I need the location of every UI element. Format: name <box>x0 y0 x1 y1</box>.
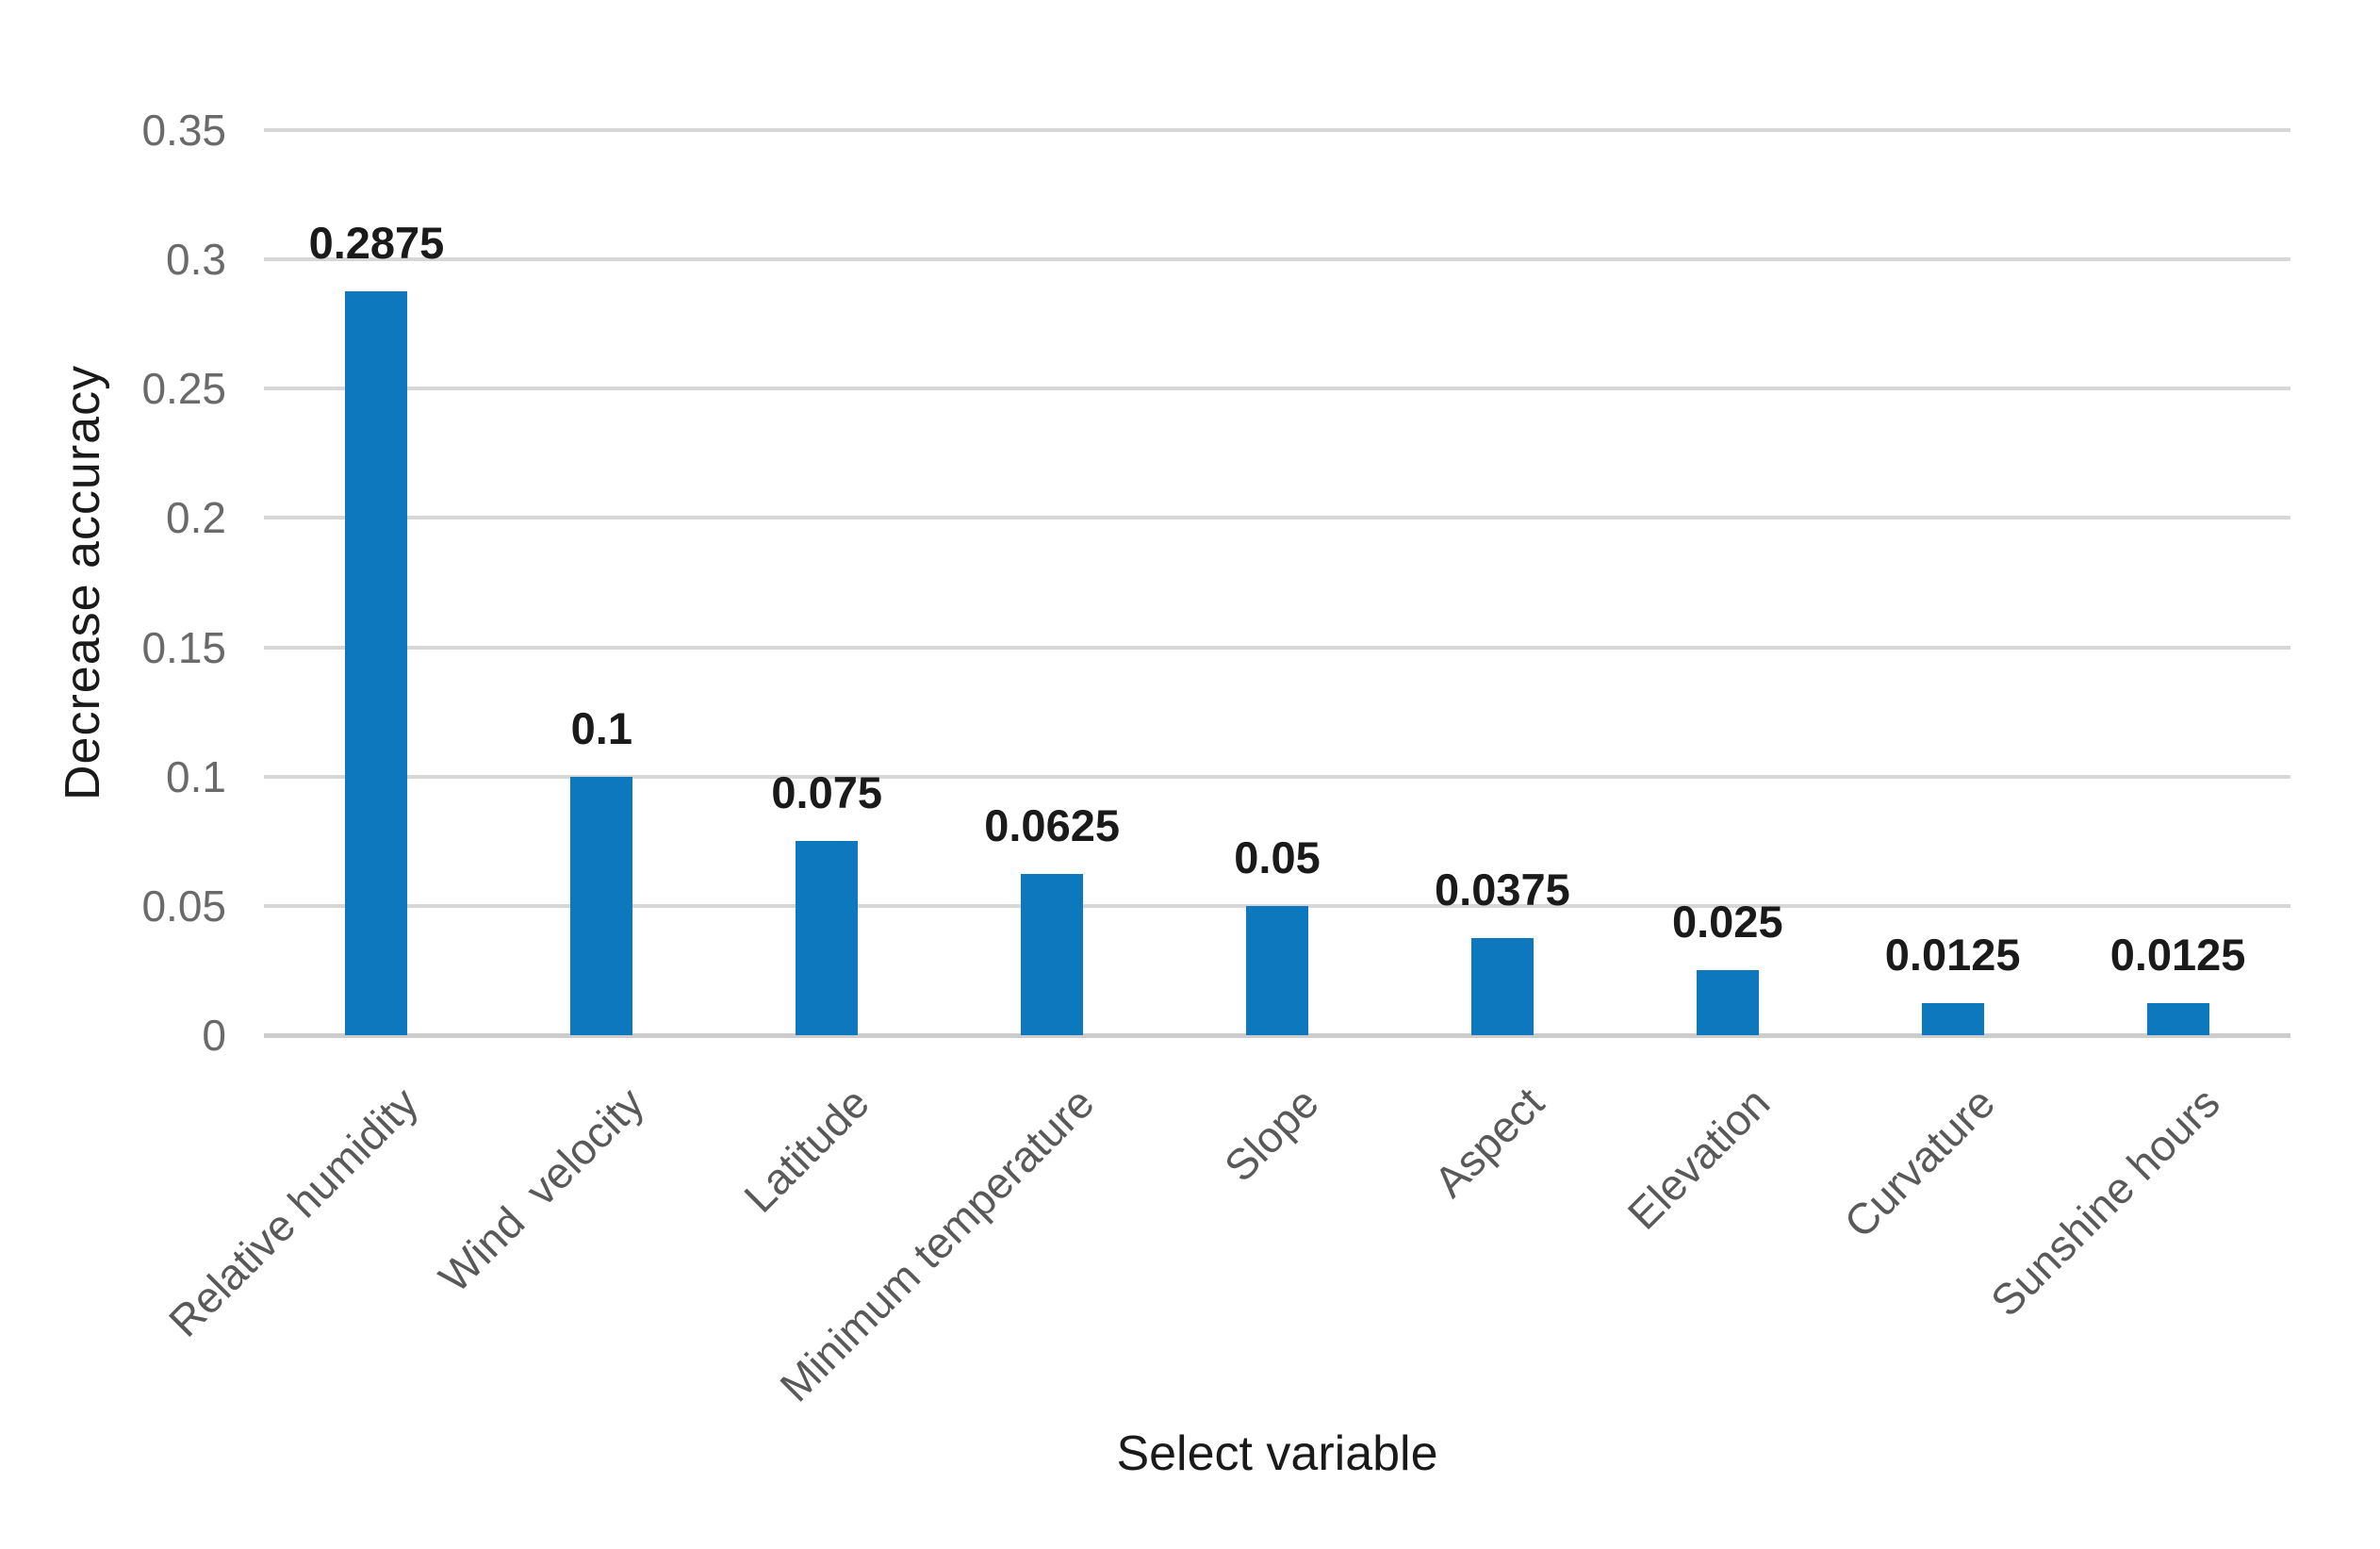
gridline <box>264 774 2290 779</box>
data-label: 0.0625 <box>984 799 1120 850</box>
bar-slot: 0.0125 <box>2065 130 2290 1035</box>
bar-elevation <box>1696 970 1759 1035</box>
gridline <box>264 516 2290 520</box>
category-slot: Elevation <box>1615 1035 1840 1441</box>
data-label: 0.025 <box>1671 897 1783 948</box>
gridline <box>264 128 2290 132</box>
bar-wind-velocity <box>570 776 633 1035</box>
category-label: Slope <box>1215 1078 1329 1192</box>
bar-curvature <box>1921 1002 1984 1035</box>
bars-layer: 0.2875 0.1 0.075 0.0625 0.05 0.0375 0.025 0.012… <box>264 130 2290 1035</box>
data-label: 0.075 <box>771 767 883 818</box>
bar-minimum-temperature <box>1021 873 1084 1035</box>
bar-slot: 0.0375 <box>1389 130 1615 1035</box>
data-label: 0.2875 <box>308 218 445 269</box>
y-tick-label: 0.25 <box>141 364 226 414</box>
data-label: 0.1 <box>570 702 632 753</box>
bar-aspect <box>1470 938 1534 1035</box>
y-tick-label: 0.05 <box>141 881 226 931</box>
category-slot: Minimum temperature <box>770 1035 1165 1441</box>
gridline <box>264 903 2290 908</box>
y-tick-label: 0.15 <box>141 622 226 672</box>
bar-slope <box>1246 905 1308 1035</box>
category-label: Curvature <box>1834 1078 2004 1247</box>
plot-area: 0.2875 0.1 0.075 0.0625 0.05 0.0375 0.025 0.012… <box>159 128 2290 1410</box>
bar-relative-humidity <box>345 291 408 1035</box>
data-label: 0.0125 <box>2109 929 2246 980</box>
gridline <box>264 257 2290 262</box>
x-axis-category-labels: Relative humidity Wind velocity Latitude Mi… <box>159 1035 2290 1441</box>
x-axis-title: Select variable <box>1116 1426 1438 1481</box>
data-label: 0.0375 <box>1435 865 1570 915</box>
data-label: 0.05 <box>1234 832 1321 882</box>
category-label: Relative humidity <box>159 1078 428 1346</box>
category-slot: Curvature <box>1834 1035 2065 1441</box>
category-label: Latitude <box>733 1078 878 1222</box>
bar-slot: 0.0125 <box>1840 130 2065 1035</box>
category-label: Elevation <box>1617 1078 1779 1239</box>
bar-slot: 0.1 <box>489 130 714 1035</box>
bar-latitude <box>796 841 859 1035</box>
bar-slot: 0.075 <box>714 130 940 1035</box>
y-tick-label: 0.2 <box>166 493 226 543</box>
bar-slot: 0.025 <box>1615 130 1840 1035</box>
y-axis-tick-labels: 0.35 0.3 0.25 0.2 0.15 0.1 0.05 0 <box>0 106 226 1060</box>
gridline <box>264 387 2290 391</box>
category-slot: Wind velocity <box>429 1035 714 1441</box>
category-slot: Sunshine hours <box>1981 1035 2290 1441</box>
y-tick-label: 0.1 <box>166 751 226 801</box>
y-tick-label: 0.35 <box>141 106 226 155</box>
bar-slot: 0.0625 <box>940 130 1165 1035</box>
bar-slot: 0.2875 <box>264 130 489 1035</box>
category-slot: Relative humidity <box>159 1035 489 1441</box>
x-axis-line <box>264 1033 2290 1038</box>
gridline <box>264 645 2290 650</box>
y-tick-label: 0 <box>202 1011 226 1060</box>
category-slot: Slope <box>1165 1035 1390 1441</box>
category-slot: Aspect <box>1389 1035 1615 1441</box>
bar-slot: 0.05 <box>1165 130 1390 1035</box>
data-label: 0.0125 <box>1884 929 2021 980</box>
y-tick-label: 0.3 <box>166 235 226 285</box>
category-label: Aspect <box>1424 1078 1553 1207</box>
bar-sunshine-hours <box>2146 1002 2209 1035</box>
